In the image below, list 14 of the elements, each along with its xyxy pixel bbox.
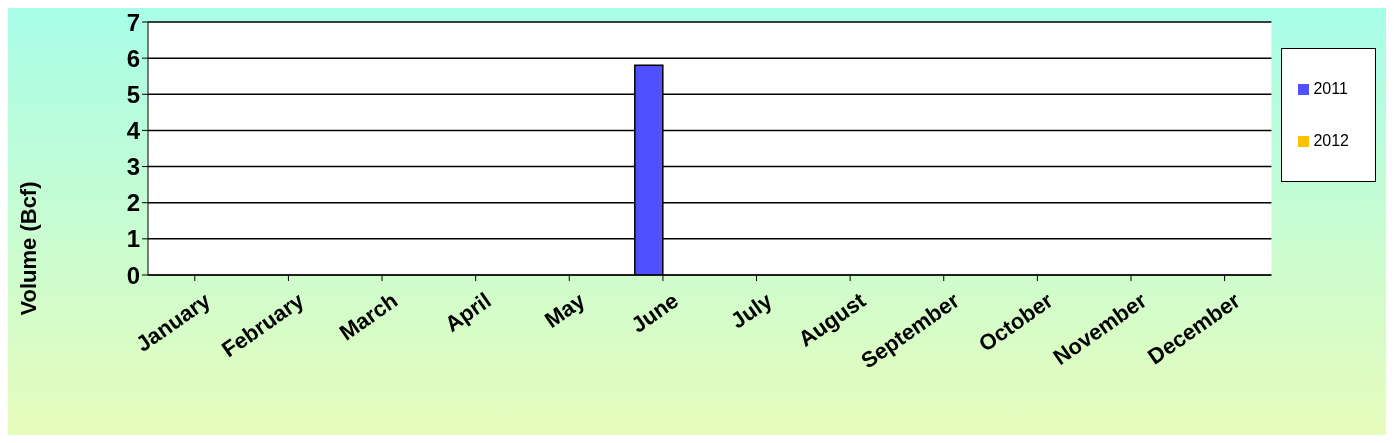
y-tick-label: 5	[126, 80, 140, 108]
y-tick-label: 3	[126, 153, 140, 181]
y-tick-label: 1	[126, 225, 140, 253]
y-tick-label: 7	[126, 8, 140, 36]
y-tick-label: 2	[126, 189, 140, 217]
x-tick-label: July	[726, 287, 778, 334]
y-tick-label: 6	[126, 44, 140, 72]
legend-label: 2011	[1313, 80, 1348, 97]
y-axis-title: Volume (Bcf)	[15, 181, 41, 316]
legend-label: 2012	[1313, 132, 1349, 149]
y-tick-label: 0	[126, 261, 140, 289]
x-tick-label: June	[626, 287, 683, 338]
y-tick-label: 4	[126, 116, 141, 144]
x-tick-label: May	[539, 287, 590, 333]
